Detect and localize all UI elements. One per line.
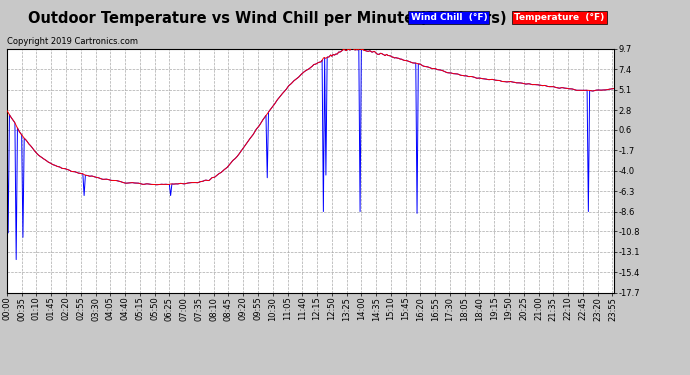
Text: Wind Chill  (°F): Wind Chill (°F): [411, 13, 487, 22]
Text: Outdoor Temperature vs Wind Chill per Minute (24 Hours) 20190304: Outdoor Temperature vs Wind Chill per Mi…: [28, 11, 593, 26]
Text: Copyright 2019 Cartronics.com: Copyright 2019 Cartronics.com: [7, 38, 138, 46]
Text: Temperature  (°F): Temperature (°F): [514, 13, 604, 22]
